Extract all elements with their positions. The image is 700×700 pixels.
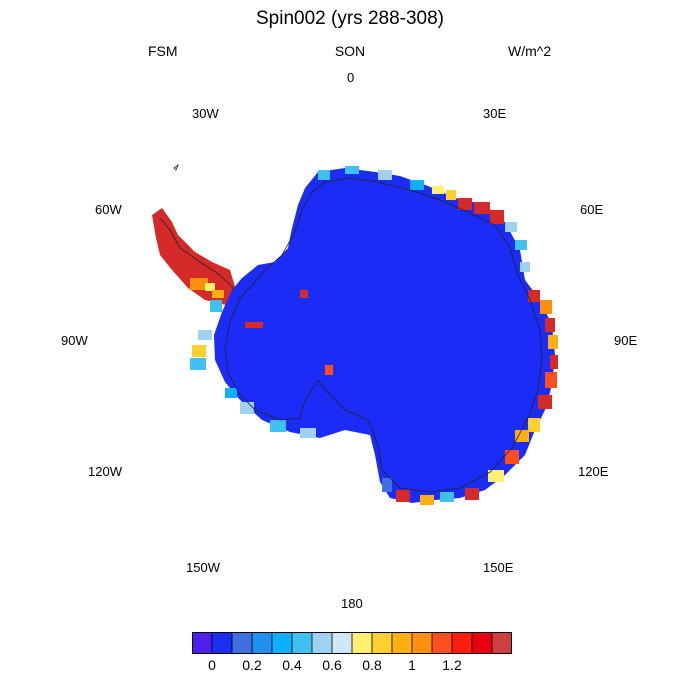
coastal-margin-cells xyxy=(190,166,558,505)
colorbar-swatch xyxy=(312,632,333,654)
variable-label: FSM xyxy=(148,43,178,59)
colorbar-swatch xyxy=(272,632,293,654)
plot-title: Spin002 (yrs 288-308) xyxy=(256,8,444,29)
colorbar-swatch xyxy=(252,632,273,654)
colorbar-swatch xyxy=(472,632,493,654)
lon-label-90e: 90E xyxy=(614,333,638,348)
lon-label-90w: 90W xyxy=(61,333,88,348)
colorbar-swatch xyxy=(352,632,373,654)
colorbar-swatch xyxy=(412,632,433,654)
colorbar-swatch xyxy=(292,632,313,654)
coastline xyxy=(159,163,543,493)
colorbar-tick-label: 0.4 xyxy=(282,657,302,673)
lon-label-60e: 60E xyxy=(580,202,604,217)
lon-label-150w: 150W xyxy=(186,560,220,575)
colorbar-labels: 0 0.2 0.4 0.6 0.8 1 1.2 xyxy=(0,657,700,677)
lon-label-30e: 30E xyxy=(483,106,507,121)
antarctic-peninsula xyxy=(152,208,236,305)
colorbar xyxy=(192,632,512,654)
colorbar-tick-label: 0.2 xyxy=(242,657,262,673)
colorbar-tick-label: 0.8 xyxy=(362,657,382,673)
lon-label-120e: 120E xyxy=(578,464,609,479)
colorbar-swatch xyxy=(452,632,473,654)
lon-label-180: 180 xyxy=(341,596,363,611)
colorbar-swatch xyxy=(192,632,213,654)
lon-label-150e: 150E xyxy=(483,560,514,575)
colorbar-swatch xyxy=(212,632,233,654)
colorbar-tick-label: 1 xyxy=(408,657,416,673)
units-label: W/m^2 xyxy=(508,43,552,59)
colorbar-swatch xyxy=(492,632,512,654)
colorbar-swatch xyxy=(232,632,253,654)
lon-label-0: 0 xyxy=(347,70,355,85)
season-label: SON xyxy=(334,43,366,59)
colorbar-tick-label: 0.6 xyxy=(322,657,342,673)
lon-label-30w: 30W xyxy=(192,106,219,121)
colorbar-swatch xyxy=(332,632,353,654)
lon-label-120w: 120W xyxy=(88,464,122,479)
colorbar-swatch xyxy=(392,632,413,654)
colorbar-swatch xyxy=(432,632,453,654)
colorbar-tick-label: 0 xyxy=(208,657,216,673)
colorbar-swatch xyxy=(372,632,393,654)
ice-sheet xyxy=(214,168,555,503)
lon-label-60w: 60W xyxy=(95,202,122,217)
colorbar-tick-label: 1.2 xyxy=(442,657,462,673)
